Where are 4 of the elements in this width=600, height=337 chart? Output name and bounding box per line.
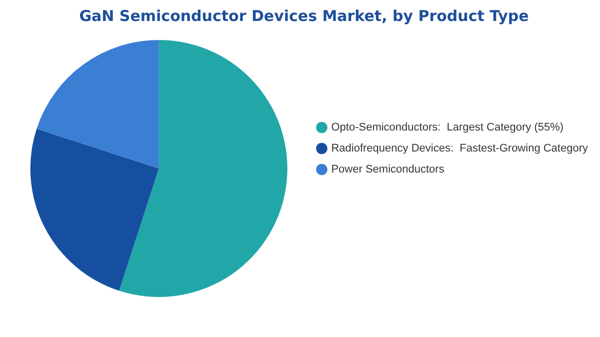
legend-label: Power Semiconductors bbox=[331, 164, 445, 176]
legend-label: Opto-Semiconductors: Largest Category (55%) bbox=[331, 122, 564, 134]
legend-label: Radiofrequency Devices: Fastest-Growing Category bbox=[331, 142, 588, 155]
chart-title: GaN Semiconductor Devices Market, by Product Type bbox=[79, 6, 529, 25]
